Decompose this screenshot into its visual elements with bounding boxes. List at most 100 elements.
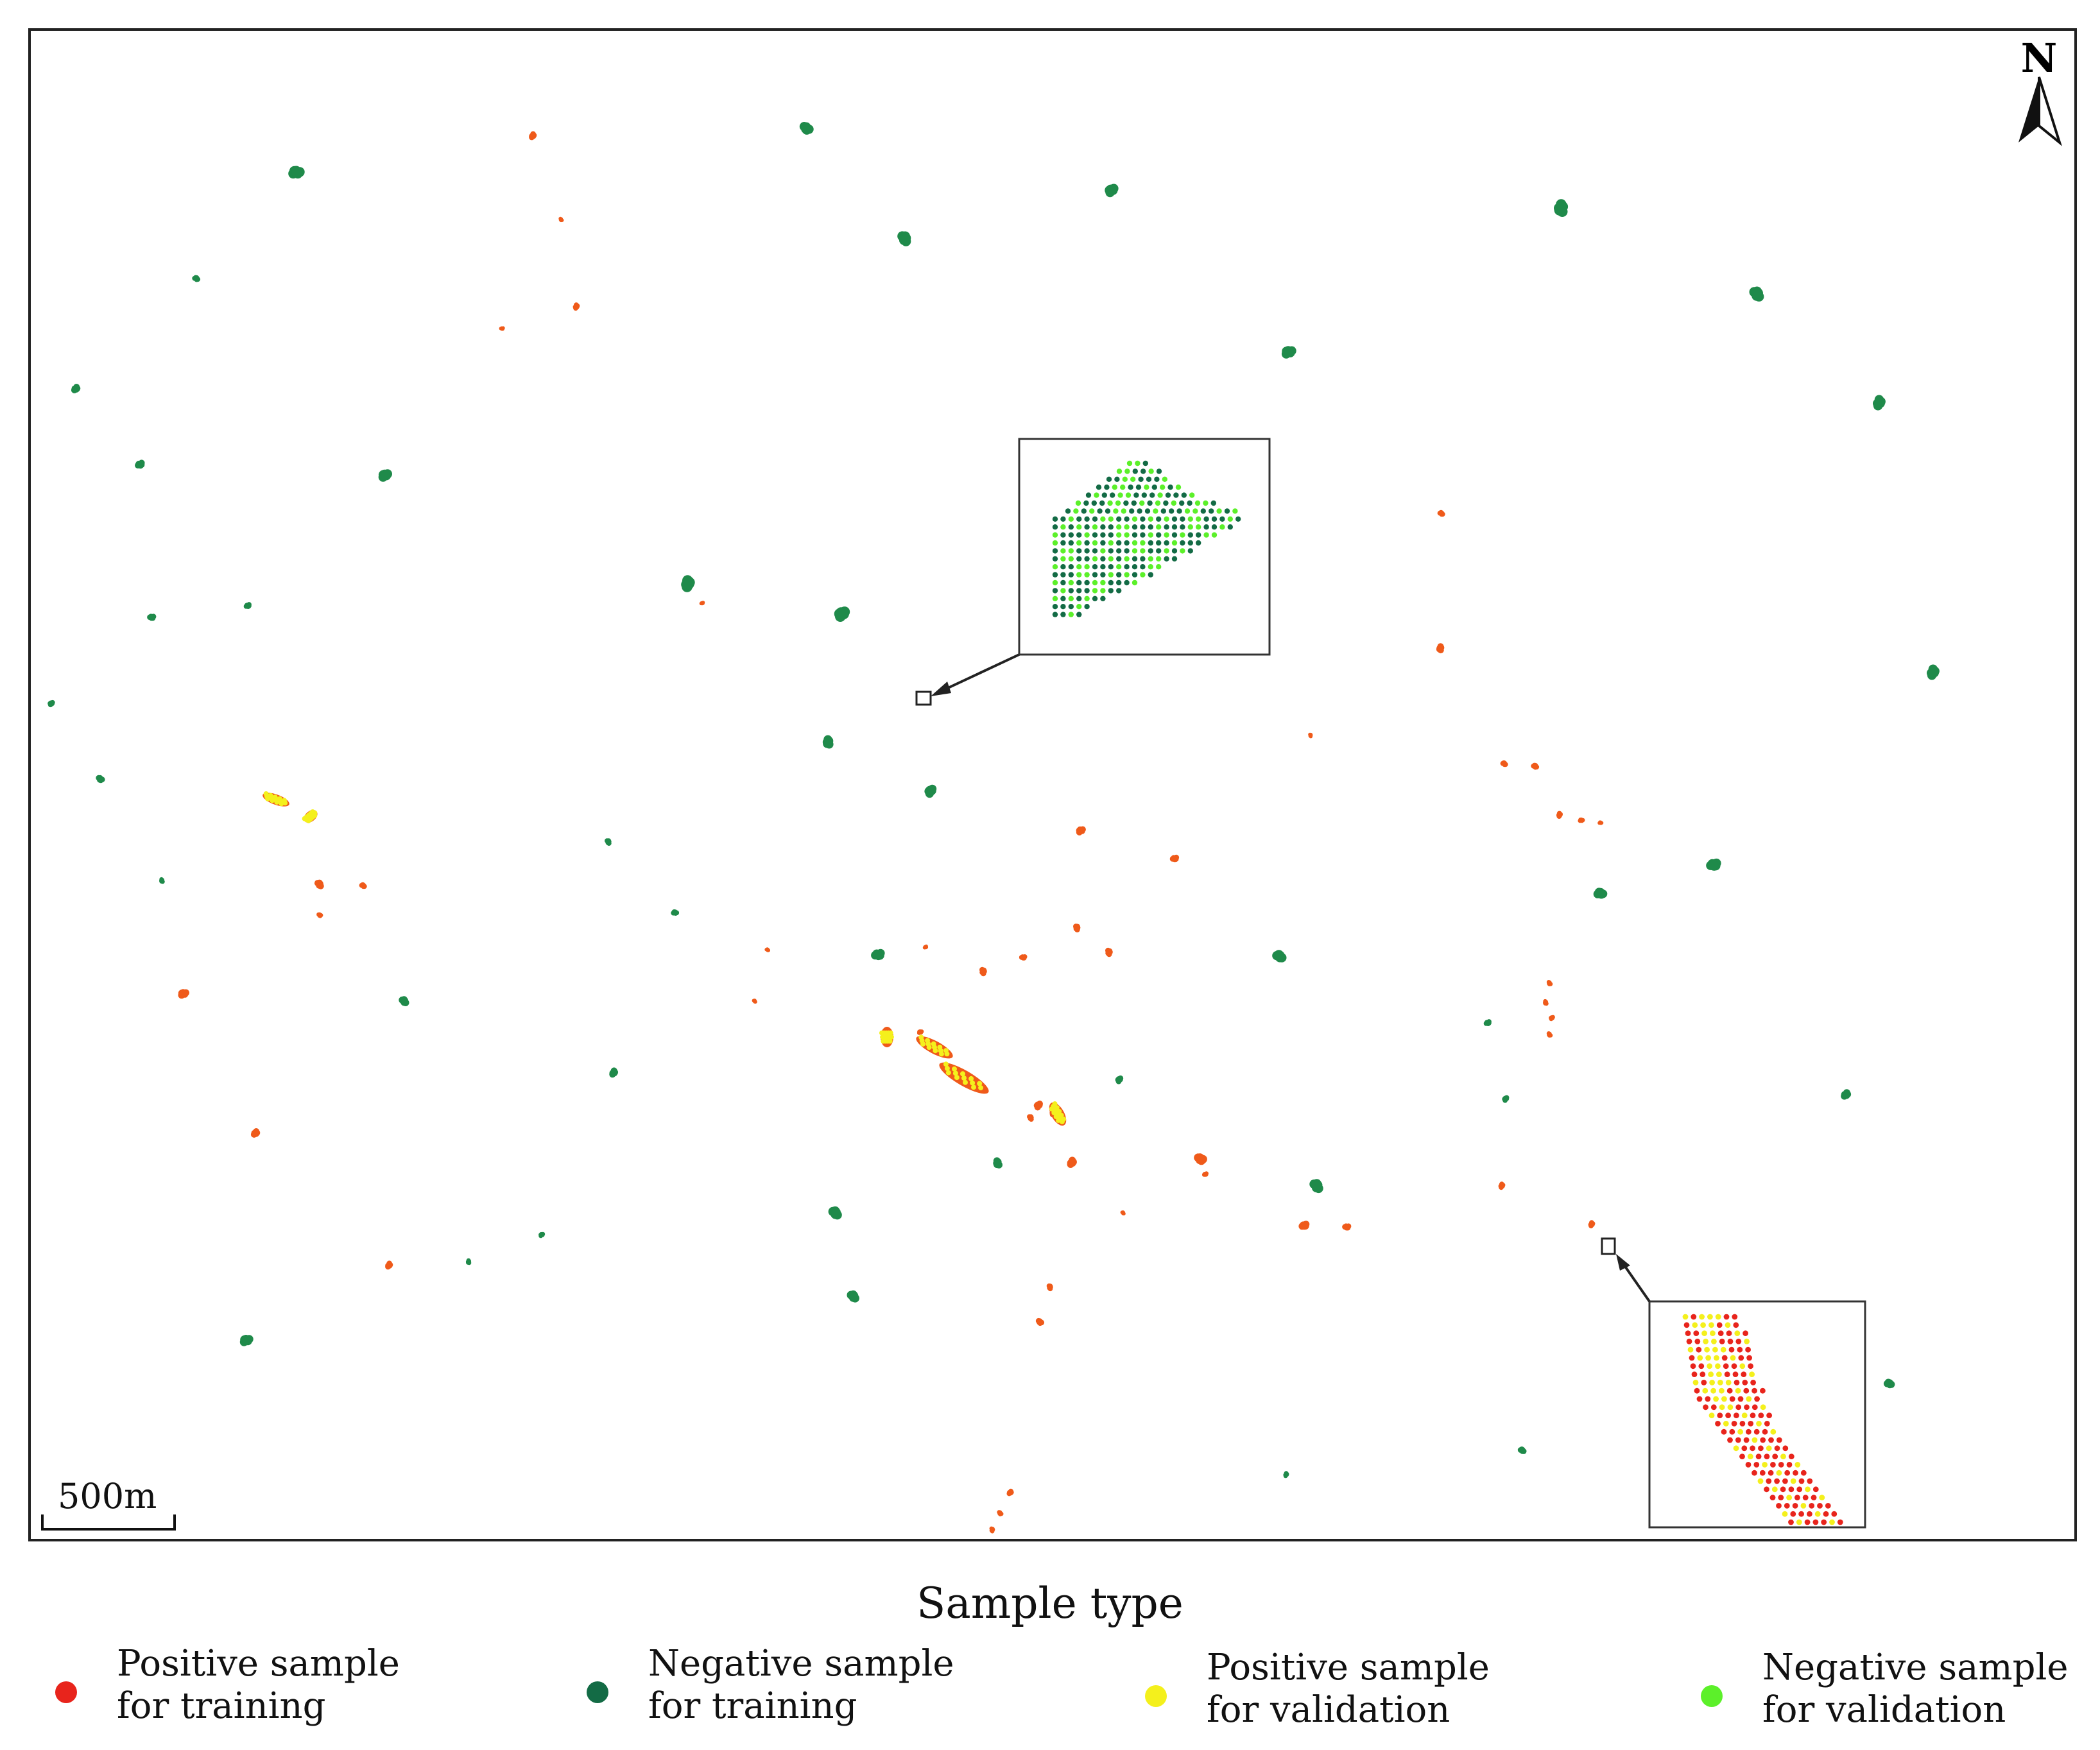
negative-patch — [192, 275, 201, 282]
negative-patch — [1927, 664, 1940, 680]
negative-training-point — [1060, 604, 1066, 610]
positive-training-point — [1748, 1421, 1754, 1427]
positive-patch — [1578, 817, 1585, 823]
positive-training-point — [1800, 1470, 1807, 1476]
negative-patch — [1115, 1075, 1124, 1085]
negative-training-point — [1100, 596, 1106, 601]
positive-validation-point — [1709, 1380, 1716, 1385]
positive-patch — [989, 1526, 995, 1534]
negative-validation-point — [1139, 500, 1145, 506]
negative-validation-point — [1164, 516, 1169, 522]
negative-training-point — [1076, 548, 1082, 554]
negative-validation-point — [1052, 596, 1058, 601]
negative-validation-point — [1112, 485, 1118, 490]
positive-validation-point — [944, 1065, 950, 1071]
negative-patch — [1517, 1446, 1527, 1454]
negative-validation-point — [1187, 524, 1194, 530]
negative-validation-point — [1068, 556, 1074, 562]
positive-training-point — [1683, 1322, 1690, 1328]
positive-validation-point — [1719, 1404, 1725, 1411]
negative-patch — [1706, 858, 1721, 871]
positive-training-point — [1734, 1412, 1739, 1419]
positive-patch — [1035, 1317, 1045, 1326]
negative-validation-point — [1187, 516, 1194, 522]
negative-training-point — [1137, 508, 1142, 514]
negative-patch — [897, 231, 911, 246]
positive-validation-point — [282, 800, 288, 806]
positive-validation-point — [888, 1030, 893, 1036]
positive-training-point — [1804, 1519, 1811, 1525]
negative-validation-point — [1060, 524, 1066, 530]
positive-training-point — [1727, 1339, 1734, 1344]
positive-patch — [1308, 732, 1313, 739]
negative-training-point — [1154, 476, 1160, 482]
negative-training-point — [1108, 548, 1114, 554]
negative-training-point — [1167, 485, 1173, 490]
negative-training-point — [1132, 468, 1139, 474]
negative-training-point — [1211, 524, 1218, 530]
negative-training-point — [1209, 508, 1214, 514]
negative-training-point — [1227, 524, 1234, 530]
negative-validation-point — [1140, 548, 1146, 554]
positive-training-point — [1735, 1437, 1741, 1443]
positive-training-point — [1726, 1330, 1732, 1337]
negative-training-point — [1196, 540, 1201, 546]
positive-validation-point — [1697, 1355, 1703, 1361]
positive-patch — [1500, 760, 1508, 768]
positive-training-point — [1821, 1519, 1827, 1525]
negative-training-point — [1148, 572, 1154, 578]
legend-label-line1: Positive sample — [1207, 1647, 1490, 1688]
negative-training-point — [1173, 492, 1179, 498]
positive-training-point — [1823, 1511, 1829, 1517]
negative-training-point — [1235, 516, 1241, 522]
legend-label-line2: for training — [117, 1685, 326, 1727]
negative-training-point — [1116, 540, 1122, 546]
legend-label-line2: for validation — [1762, 1689, 2006, 1731]
negative-training-point — [1140, 564, 1146, 570]
negative-training-point — [1138, 476, 1144, 482]
positive-patch — [1546, 980, 1553, 986]
positive-validation-point — [1757, 1478, 1764, 1484]
negative-training-point — [1068, 588, 1074, 594]
inset-negative-frame — [1018, 438, 1271, 656]
negative-validation-point — [1219, 524, 1225, 530]
positive-validation-point — [1762, 1462, 1768, 1468]
positive-training-point — [1715, 1421, 1721, 1427]
positive-training-point — [1759, 1470, 1766, 1476]
positive-training-point — [1703, 1404, 1708, 1411]
positive-validation-point — [952, 1070, 958, 1076]
negative-training-point — [1068, 564, 1074, 570]
positive-training-point — [1731, 1363, 1737, 1369]
negative-patch — [1309, 1179, 1323, 1194]
negative-training-point — [1100, 524, 1106, 530]
negative-training-point — [1140, 524, 1146, 530]
positive-validation-point — [1725, 1322, 1731, 1328]
positive-validation-point — [1712, 1346, 1718, 1353]
negative-validation-point — [1148, 564, 1154, 570]
positive-validation-point — [926, 1045, 932, 1051]
positive-validation-point — [1780, 1454, 1786, 1460]
negative-training-point — [1068, 532, 1074, 538]
positive-patch — [1033, 1101, 1043, 1111]
positive-validation-point — [963, 1079, 968, 1085]
negative-training-point — [1187, 500, 1192, 506]
positive-patch — [1027, 1114, 1034, 1122]
positive-training-point — [1732, 1371, 1739, 1378]
negative-training-point — [1179, 500, 1185, 506]
positive-validation-point — [1786, 1495, 1793, 1501]
negative-training-point — [1132, 556, 1138, 562]
positive-validation-point — [1794, 1462, 1801, 1468]
negative-validation-point — [1108, 540, 1114, 546]
positive-patch — [1076, 826, 1086, 836]
positive-validation-point — [1747, 1454, 1753, 1460]
negative-validation-point — [1115, 500, 1121, 506]
positive-validation-point — [1735, 1387, 1741, 1394]
positive-patch — [1436, 643, 1445, 654]
positive-validation-point — [1692, 1322, 1698, 1328]
positive-patch — [316, 912, 323, 918]
negative-patch — [538, 1231, 546, 1239]
negative-validation-point — [1068, 548, 1074, 554]
negative-training-point — [1060, 579, 1066, 586]
positive-training-point — [1742, 1380, 1748, 1385]
positive-patch — [1067, 1156, 1077, 1168]
